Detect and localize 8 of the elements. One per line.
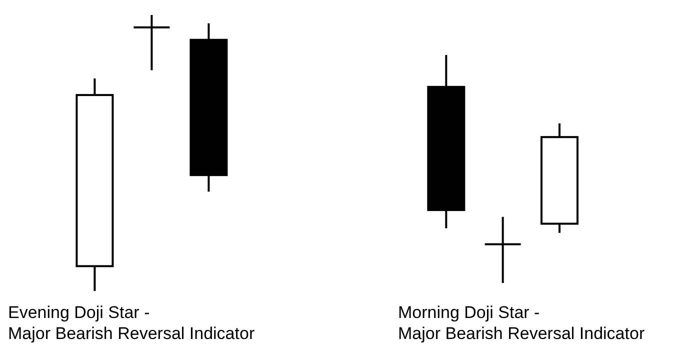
x-axis-title: Morning Doji Star - Major Bearish Reversal Indicator [398,302,646,344]
candlestick [484,216,522,283]
x-axis-title: Evening Doji Star - Major Bearish Reversal Indicator [8,302,256,344]
candlestick [132,15,171,72]
candlestick [190,22,228,193]
candlestick [76,77,114,291]
candlestick [540,122,578,234]
candlestick [427,55,466,230]
